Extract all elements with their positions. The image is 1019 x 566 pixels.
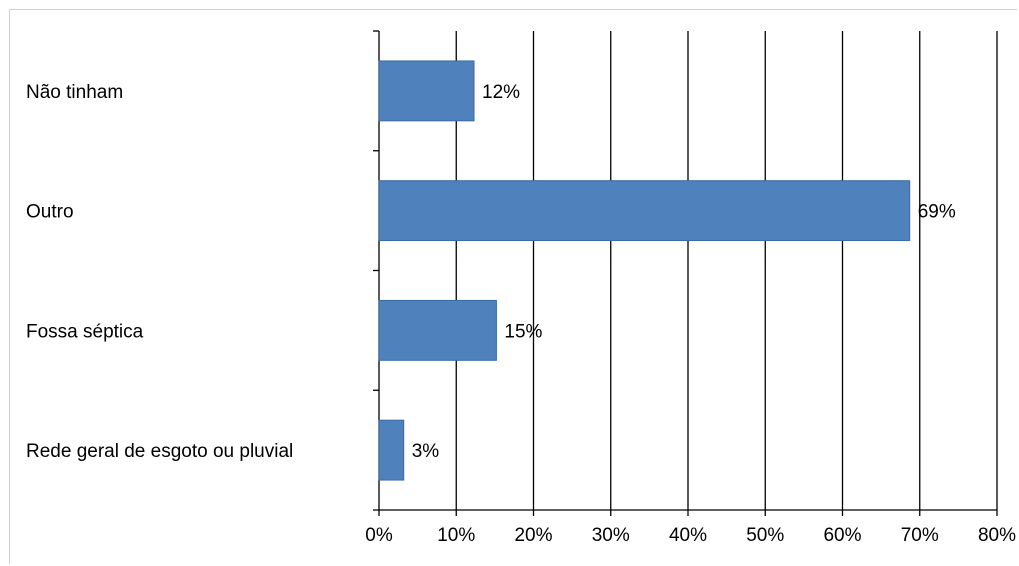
bar (378, 60, 475, 122)
x-tick-label: 70% (901, 525, 939, 546)
data-label: 12% (482, 82, 520, 103)
category-label: Não tinham (26, 82, 123, 103)
x-tick-label: 50% (746, 525, 784, 546)
category-label: Fossa séptica (26, 321, 144, 342)
bar (378, 299, 497, 361)
category-label: Rede geral de esgoto ou pluvial (26, 441, 293, 462)
x-tick-label: 0% (365, 525, 393, 546)
category-label: Outro (26, 202, 74, 223)
data-label: 3% (412, 441, 440, 462)
bar (378, 180, 911, 242)
data-label: 69% (918, 202, 956, 223)
x-tick-label: 10% (437, 525, 475, 546)
x-tick-label: 20% (514, 525, 552, 546)
data-label: 15% (504, 321, 542, 342)
chart-frame (9, 9, 1017, 564)
x-tick-label: 60% (823, 525, 861, 546)
x-tick-label: 30% (592, 525, 630, 546)
bar (378, 419, 405, 481)
x-tick-label: 80% (978, 525, 1016, 546)
x-tick-label: 40% (669, 525, 707, 546)
